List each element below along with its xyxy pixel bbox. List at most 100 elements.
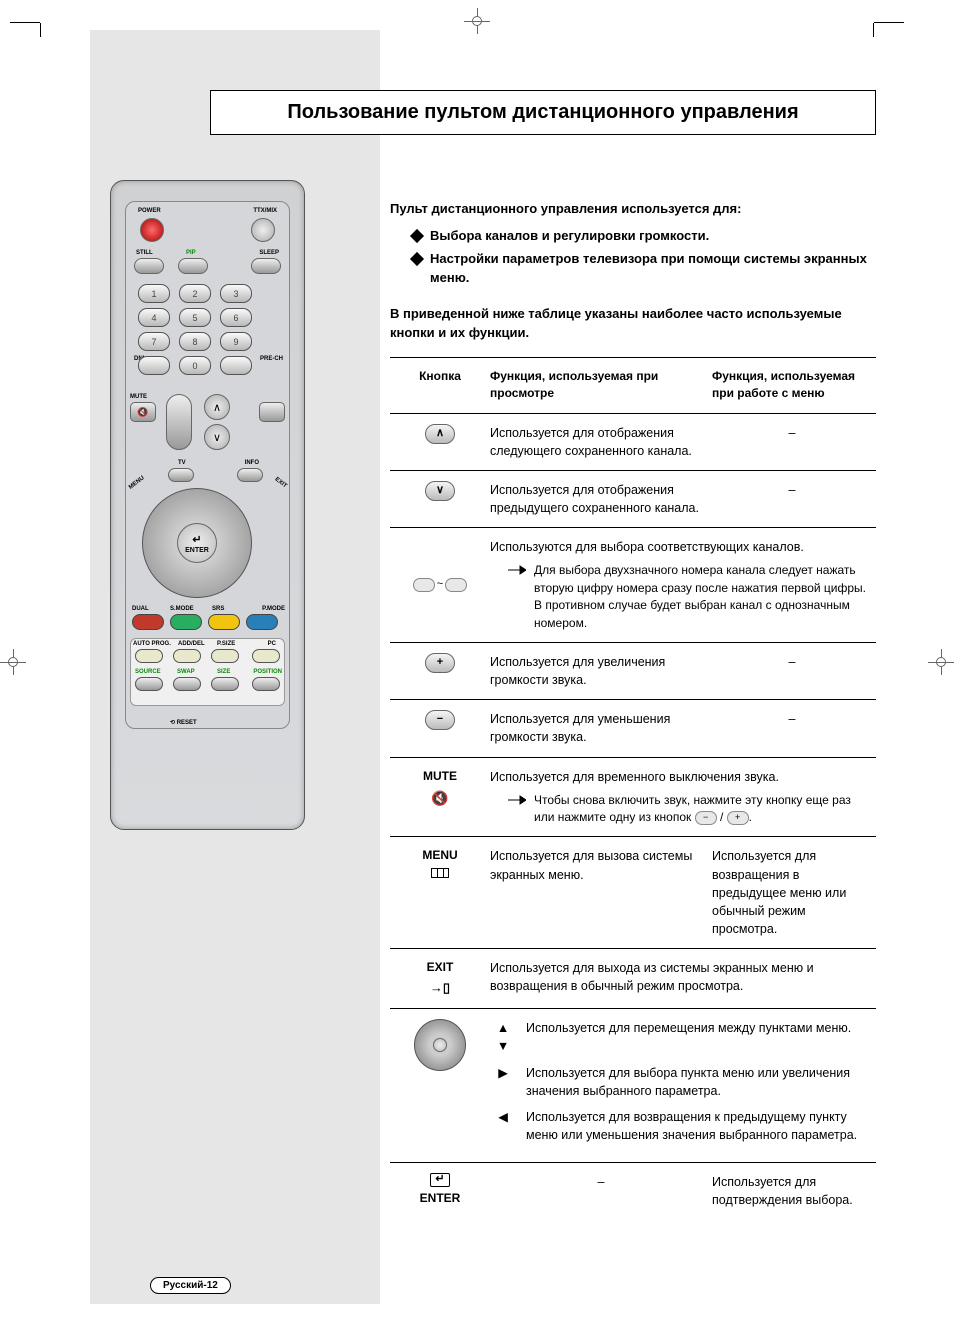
row-nav-right: Используется для выбора пункта меню или … bbox=[526, 1064, 872, 1100]
ch-down-button: ∨ bbox=[204, 424, 230, 450]
row-volup: Используется для увеличения громкости зв… bbox=[490, 653, 712, 689]
numrow-1: 123 bbox=[138, 284, 252, 303]
digit-4: 4 bbox=[138, 308, 170, 327]
row-nav-updown: Используется для перемещения между пункт… bbox=[526, 1019, 851, 1055]
mute-label: MUTE bbox=[423, 768, 457, 785]
diamond-icon bbox=[410, 252, 424, 266]
note: Чтобы снова включить звук, нажмите эту к… bbox=[508, 792, 872, 827]
lbl-swap: SWAP bbox=[177, 669, 195, 675]
size-button bbox=[211, 677, 239, 691]
intro: Пульт дистанционного управления использу… bbox=[390, 200, 876, 219]
digit-6: 6 bbox=[220, 308, 252, 327]
enter-icon bbox=[430, 1173, 450, 1187]
menu-icon bbox=[431, 868, 449, 878]
mute-button: 🔇 bbox=[130, 402, 156, 422]
digit-range-icon bbox=[445, 578, 467, 592]
table-row: ∧ Используется для отображения следующег… bbox=[390, 414, 876, 471]
digit-5: 5 bbox=[179, 308, 211, 327]
power-button bbox=[140, 218, 164, 242]
bullet-1: Выбора каналов и регулировки громкости. bbox=[430, 227, 709, 246]
row-mute: Используется для временного выключения з… bbox=[490, 768, 872, 786]
source-button bbox=[135, 677, 163, 691]
crop-mark-left bbox=[0, 649, 26, 675]
row-mute-note-a: Чтобы снова включить звук, нажмите эту к… bbox=[534, 793, 851, 824]
digit-3: 3 bbox=[220, 284, 252, 303]
ch-down-icon: ∨ bbox=[425, 481, 455, 501]
page-title: Пользование пультом дистанционного управ… bbox=[231, 101, 855, 124]
lbl-prech: PRE-CH bbox=[260, 356, 283, 362]
content: Пульт дистанционного управления использу… bbox=[390, 200, 876, 1219]
row-chdn: Используется для отображения предыдущего… bbox=[490, 481, 712, 517]
lbl-position: POSITION bbox=[253, 669, 282, 675]
digit-0: 0 bbox=[179, 356, 211, 375]
row-exit: Используется для выхода из системы экран… bbox=[490, 959, 872, 998]
dnie-button bbox=[138, 356, 170, 375]
lbl-size: SIZE bbox=[217, 669, 230, 675]
lbl-mute: MUTE bbox=[130, 394, 147, 400]
digit-8: 8 bbox=[179, 332, 211, 351]
lower-box: AUTO PROG. ADD/DEL P.SIZE PC SOURCE SWAP… bbox=[130, 638, 285, 706]
position-button bbox=[252, 677, 280, 691]
row-digits: Используются для выбора соответствующих … bbox=[490, 538, 872, 556]
plus-icon: + bbox=[727, 811, 749, 825]
row-voldn: Используется для уменьшения громкости зв… bbox=[490, 710, 712, 746]
row-mute-note-b: / bbox=[717, 810, 727, 824]
dash: – bbox=[712, 424, 872, 460]
exit-icon: →▯ bbox=[430, 979, 450, 998]
bullet-2: Настройки параметров телевизора при помо… bbox=[430, 250, 876, 288]
yellow-button bbox=[208, 614, 240, 630]
blue-button bbox=[246, 614, 278, 630]
psize-button bbox=[211, 649, 239, 663]
lbl-source: SOURCE bbox=[135, 669, 161, 675]
exit-label: EXIT bbox=[427, 959, 454, 976]
dash: – bbox=[712, 653, 872, 689]
lbl-info: INFO bbox=[245, 460, 259, 466]
mute-icon: 🔇 bbox=[431, 788, 448, 808]
row-nav-left: Используется для возвращения к предыдуще… bbox=[526, 1108, 872, 1144]
row-enter: Используется для подтверждения выбора. bbox=[712, 1173, 872, 1209]
bullets: Выбора каналов и регулировки громкости. … bbox=[412, 227, 876, 288]
dpad-icon bbox=[414, 1019, 466, 1071]
enter-label: ENTER bbox=[420, 1190, 461, 1207]
digit-2: 2 bbox=[179, 284, 211, 303]
row-menu-view: Используется для вызова системы экранных… bbox=[490, 847, 712, 938]
right-sym: ▶ bbox=[490, 1064, 516, 1100]
digit-range-icon bbox=[413, 578, 435, 592]
ch-up-icon: ∧ bbox=[425, 424, 455, 444]
pc-button bbox=[252, 649, 280, 663]
prech-button bbox=[220, 356, 252, 375]
autoprog-button bbox=[135, 649, 163, 663]
table-row: MUTE 🔇 Используется для временного выклю… bbox=[390, 758, 876, 838]
table-desc: В приведенной ниже таблице указаны наибо… bbox=[390, 305, 876, 343]
title-box: Пользование пультом дистанционного управ… bbox=[210, 90, 876, 135]
info-button bbox=[237, 468, 263, 482]
lbl-pmode: P.MODE bbox=[262, 606, 285, 612]
volume-rocker bbox=[166, 394, 192, 450]
lbl-tv: TV bbox=[178, 460, 186, 466]
lbl-autoprog: AUTO PROG. bbox=[133, 641, 171, 647]
table-row: − Используется для уменьшения громкости … bbox=[390, 700, 876, 757]
remote-illustration: POWER TTX/MIX STILL PIP SLEEP 123 456 78… bbox=[110, 180, 305, 830]
th-button: Кнопка bbox=[390, 368, 490, 403]
note: Для выбора двухзначного номера канала сл… bbox=[508, 562, 872, 632]
adddel-button bbox=[173, 649, 201, 663]
lbl-exit: EXIT bbox=[273, 477, 287, 490]
lbl-ttx: TTX/MIX bbox=[253, 208, 277, 214]
menu-label: MENU bbox=[422, 847, 457, 864]
table-row: ~ Используются для выбора соответствующи… bbox=[390, 528, 876, 643]
th-view: Функция, используемая при просмотре bbox=[490, 368, 712, 403]
crop-mark-right bbox=[928, 649, 954, 675]
page: Пользование пультом дистанционного управ… bbox=[90, 30, 886, 1304]
updown-sym: ▲ ▼ bbox=[490, 1019, 516, 1055]
lbl-psize: P.SIZE bbox=[217, 641, 235, 647]
row-mute-note-c: . bbox=[749, 810, 752, 824]
vol-up-icon: + bbox=[425, 653, 455, 673]
lbl-pc: PC bbox=[268, 641, 276, 647]
green-button bbox=[170, 614, 202, 630]
color-row bbox=[132, 614, 278, 630]
lbl-smode: S.MODE bbox=[170, 606, 194, 612]
function-table: Кнопка Функция, используемая при просмот… bbox=[390, 357, 876, 1219]
digit-1: 1 bbox=[138, 284, 170, 303]
table-row: ENTER – Используется для подтверждения в… bbox=[390, 1163, 876, 1219]
lbl-menu: MENU bbox=[128, 475, 146, 491]
